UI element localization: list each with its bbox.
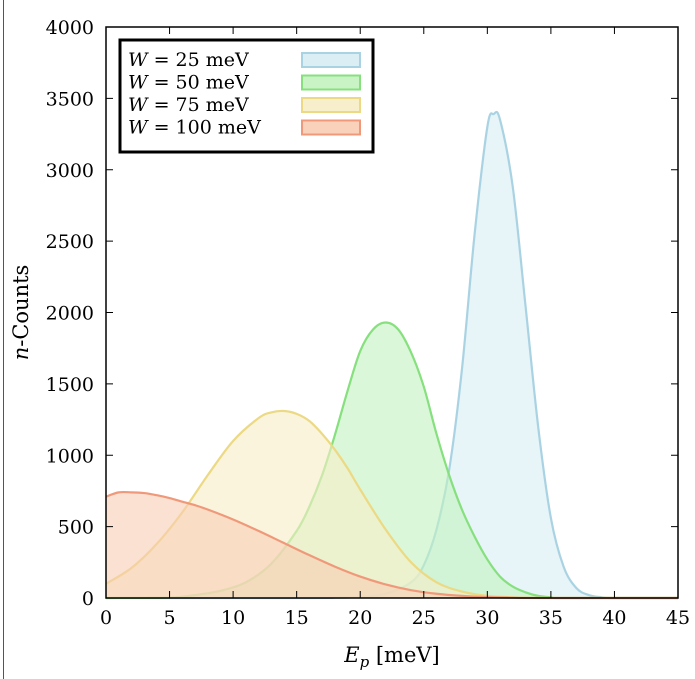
legend-item-w-50-mev: W = 50 meV (128, 72, 361, 94)
y-tick-label: 3500 (46, 88, 94, 110)
area-line-w-100-mev (105, 490, 678, 600)
legend-swatch (301, 119, 361, 136)
x-tick-label: 0 (100, 607, 112, 629)
legend-item-w-25-mev: W = 25 meV (128, 49, 361, 71)
legend-label: W = 75 meV (128, 94, 249, 116)
x-tick-label: 40 (602, 607, 626, 629)
y-tick-label: 3000 (46, 160, 94, 182)
area-fill-w-25-mev (106, 111, 678, 598)
image-frame-line (3, 0, 4, 679)
x-axis: 0 5 10 15 20 25 30 35 40 45 (100, 27, 690, 629)
area-fill-w-100-mev (106, 492, 678, 598)
y-axis: 0 500 1000 1500 2000 2500 3000 3500 4000 (46, 17, 678, 610)
legend-swatch (301, 74, 361, 91)
legend-swatch (301, 52, 361, 68)
y-tick-label: 2500 (46, 231, 94, 253)
x-axis-label: Ep [meV] (343, 643, 440, 671)
x-tick-label: 30 (475, 607, 499, 629)
series-w-100-mev (105, 490, 678, 600)
y-tick-label: 4000 (46, 17, 94, 39)
x-tick-label: 15 (285, 607, 309, 629)
y-tick-label: 1000 (46, 445, 94, 467)
legend-item-w-75-mev: W = 75 meV (128, 94, 361, 116)
y-tick-label: 2000 (46, 303, 94, 325)
x-tick-label: 20 (348, 607, 372, 629)
legend-label: W = 50 meV (128, 72, 249, 94)
x-tick-label: 25 (412, 607, 436, 629)
y-axis-label: n-Counts (9, 265, 33, 361)
x-tick-label: 45 (666, 607, 690, 629)
y-tick-label: 0 (82, 588, 94, 610)
x-tick-label: 5 (164, 607, 176, 629)
legend-label: W = 100 meV (128, 117, 261, 139)
x-tick-label: 10 (221, 607, 245, 629)
legend-swatch (301, 97, 361, 113)
chart-areas (105, 110, 678, 600)
y-tick-label: 500 (58, 517, 94, 539)
area-fill-w-50-mev (106, 322, 678, 598)
legend-label: W = 25 meV (128, 49, 249, 71)
y-tick-label: 1500 (46, 374, 94, 396)
legend-item-w-100-mev: W = 100 meV (128, 117, 361, 139)
x-tick-label: 35 (539, 607, 563, 629)
